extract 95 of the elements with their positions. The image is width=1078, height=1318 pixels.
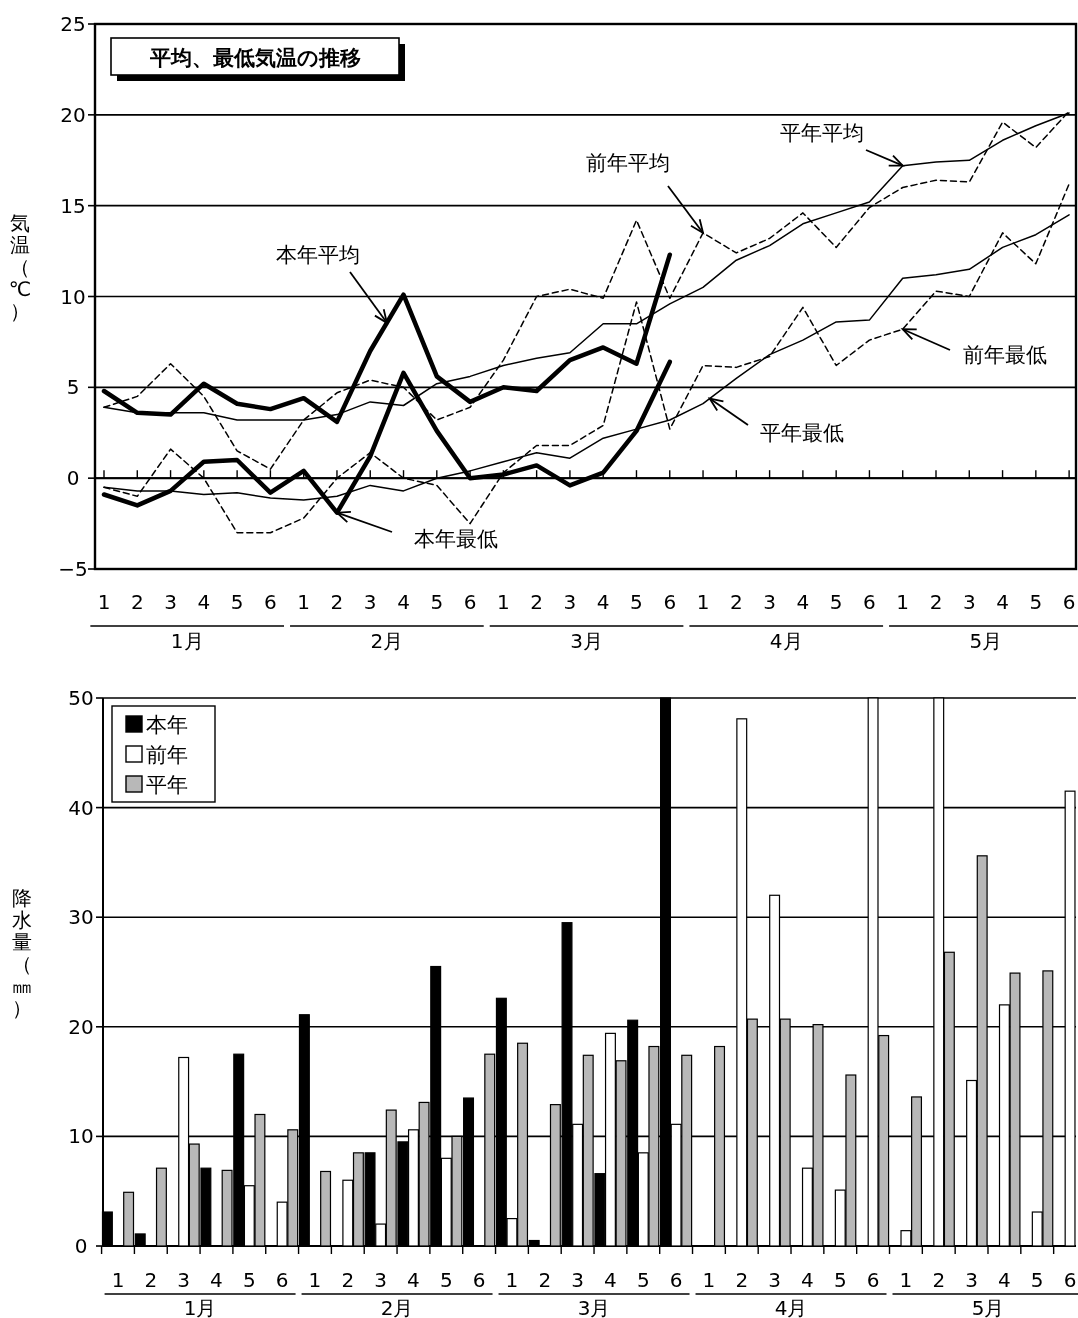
x-tick-label: 5 [1029,590,1043,614]
y-tick-label: 0 [74,1234,88,1258]
y-tick-label: 5 [66,375,80,400]
x-tick-label: 2 [341,1268,355,1292]
x-tick-label: 2 [530,590,544,614]
x-tick-label: 4 [407,1268,420,1292]
y-tick-label: 20 [68,1014,94,1039]
text: 前年平均 [586,151,670,175]
text: 平年平均 [780,121,864,145]
x-tick-label: 4 [604,1268,617,1292]
text: 2月 [370,629,404,653]
x-tick-label: 3 [763,590,776,614]
text: 平均、最低気温の推移 [148,46,361,70]
x-tick-label: 3 [965,1268,978,1292]
y-tick-label: 10 [60,284,86,309]
x-tick-label: 3 [374,1268,388,1292]
text: 5月 [971,1296,1005,1318]
x-tick-label: 4 [596,590,610,614]
text: 2月 [380,1296,414,1318]
x-tick-label: 2 [130,590,144,614]
x-tick-label: 5 [630,590,643,614]
x-tick-label: 6 [669,1268,683,1292]
x-tick-label: 5 [636,1268,650,1292]
x-tick-label: 1 [896,590,910,614]
legend-label: 平年 [146,773,188,797]
y-tick-label: 10 [68,1124,94,1149]
y-tick-label: 15 [60,193,86,218]
x-tick-label: 6 [1063,1268,1077,1292]
x-tick-label: 4 [796,590,810,614]
x-tick-label: 5 [230,590,244,614]
x-tick-label: 3 [768,1268,781,1292]
x-tick-label: 5 [439,1268,453,1292]
x-tick-label: 4 [210,1268,223,1292]
x-tick-label: 2 [929,590,943,614]
x-tick-label: 5 [242,1268,256,1292]
x-tick-label: 1 [297,590,311,614]
text: 4月 [774,1296,808,1318]
x-tick-label: 3 [177,1268,191,1292]
text: 本年平均 [276,243,360,267]
text: 前年最低 [963,343,1047,367]
x-tick-label: 1 [496,590,510,614]
x-tick-label: 3 [363,590,377,614]
x-tick-label: 1 [899,1268,913,1292]
x-tick-label: 6 [663,590,677,614]
x-tick-label: 2 [932,1268,946,1292]
x-tick-label: 2 [538,1268,552,1292]
x-tick-label: 3 [164,590,177,614]
x-tick-label: 2 [735,1268,749,1292]
text: 1月 [183,1296,217,1318]
y-tick-label: 40 [68,795,94,820]
y-axis-title: 降水量（㎜） [12,886,32,1020]
x-tick-label: 1 [111,1268,125,1292]
x-tick-label: 6 [863,590,876,614]
x-tick-label: 4 [801,1268,814,1292]
legend-label: 本年 [146,713,188,737]
x-tick-label: 2 [729,590,743,614]
text: 3月 [570,629,603,653]
text: 3月 [577,1296,611,1318]
x-tick-label: 3 [962,590,976,614]
x-tick-label: 6 [264,590,277,614]
text: 4月 [769,629,803,653]
x-tick-label: 6 [463,590,477,614]
x-tick-label: 6 [1062,590,1076,614]
y-tick-label: 0 [66,466,80,491]
text: 本年最低 [414,527,498,551]
x-tick-label: 1 [696,590,710,614]
x-tick-label: 2 [330,590,344,614]
text: 1月 [170,629,204,653]
x-tick-label: 6 [472,1268,486,1292]
y-tick-label: 30 [68,905,94,930]
x-tick-label: 1 [505,1268,519,1292]
x-tick-label: 4 [397,590,410,614]
x-tick-label: 6 [866,1268,880,1292]
x-tick-label: 5 [829,590,843,614]
x-tick-label: 4 [998,1268,1011,1292]
text: 平年最低 [760,421,844,445]
x-tick-label: 1 [97,590,111,614]
x-tick-label: 3 [563,590,577,614]
x-tick-label: 4 [197,590,211,614]
x-tick-label: 6 [275,1268,289,1292]
x-tick-label: 5 [430,590,444,614]
x-tick-label: 4 [996,590,1009,614]
y-tick-label: 50 [68,686,94,710]
x-tick-label: 2 [144,1268,158,1292]
legend-label: 前年 [146,743,188,767]
x-tick-label: 1 [308,1268,322,1292]
y-tick-label: −5 [58,557,88,581]
y-tick-label: 25 [60,12,86,36]
y-axis-title: 気温（℃） [8,211,32,323]
y-tick-label: 20 [60,102,86,127]
text: 5月 [969,629,1003,653]
x-tick-label: 5 [833,1268,847,1292]
x-tick-label: 3 [571,1268,584,1292]
x-tick-label: 1 [702,1268,716,1292]
x-tick-label: 5 [1030,1268,1044,1292]
